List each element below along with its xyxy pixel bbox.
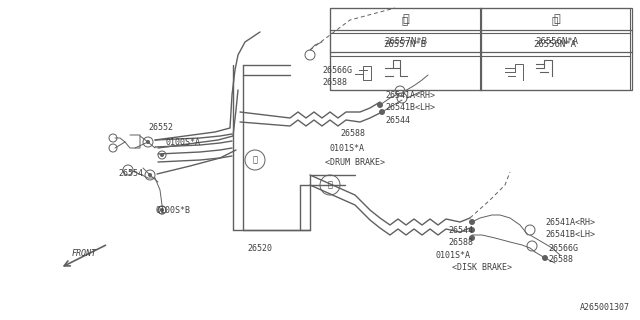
Text: ①: ①: [402, 15, 408, 25]
Text: 0100S*A: 0100S*A: [166, 138, 201, 147]
Circle shape: [146, 140, 150, 144]
Text: 0100S*B: 0100S*B: [155, 205, 190, 214]
Circle shape: [320, 175, 340, 195]
Text: 26588: 26588: [340, 129, 365, 138]
Text: <DRUM BRAKE>: <DRUM BRAKE>: [325, 157, 385, 166]
Circle shape: [379, 109, 385, 115]
Text: ②: ②: [253, 156, 257, 164]
Text: 26588: 26588: [448, 237, 473, 246]
Circle shape: [469, 227, 475, 233]
Text: 26566G: 26566G: [548, 244, 578, 252]
Text: 26556N*A: 26556N*A: [534, 40, 577, 49]
Text: 26588: 26588: [322, 77, 347, 86]
Text: 26566G: 26566G: [322, 66, 352, 75]
Text: 26544: 26544: [448, 226, 473, 235]
Text: 26541B<LH>: 26541B<LH>: [385, 102, 435, 111]
Circle shape: [160, 153, 164, 157]
Text: 26552: 26552: [148, 123, 173, 132]
Circle shape: [469, 219, 475, 225]
Text: 0101S*A: 0101S*A: [435, 251, 470, 260]
Text: A265001307: A265001307: [580, 303, 630, 312]
Text: <DISK BRAKE>: <DISK BRAKE>: [452, 263, 512, 273]
Text: FRONT: FRONT: [72, 250, 97, 259]
Text: 26520: 26520: [248, 244, 273, 252]
Circle shape: [469, 235, 475, 241]
Circle shape: [245, 150, 265, 170]
Circle shape: [542, 255, 548, 261]
Text: ②: ②: [553, 14, 560, 24]
Circle shape: [148, 173, 152, 177]
Text: 26541B<LH>: 26541B<LH>: [545, 229, 595, 238]
Text: 26557N*B: 26557N*B: [384, 36, 427, 45]
Text: 26541A<RH>: 26541A<RH>: [545, 218, 595, 227]
Circle shape: [377, 102, 383, 108]
Text: 26544: 26544: [385, 116, 410, 124]
Text: 26554: 26554: [118, 169, 143, 178]
Text: 0101S*A: 0101S*A: [330, 143, 365, 153]
Bar: [330, 8, 632, 90]
Text: 26556N*A: 26556N*A: [535, 36, 578, 45]
Text: ①: ①: [402, 14, 409, 24]
Text: 26588: 26588: [548, 255, 573, 265]
Text: 26541A<RH>: 26541A<RH>: [385, 91, 435, 100]
Text: ①: ①: [328, 180, 333, 189]
Circle shape: [160, 208, 164, 212]
Text: 26557N*B: 26557N*B: [383, 40, 426, 49]
Text: ②: ②: [552, 15, 558, 25]
Bar: [330, 8, 630, 90]
